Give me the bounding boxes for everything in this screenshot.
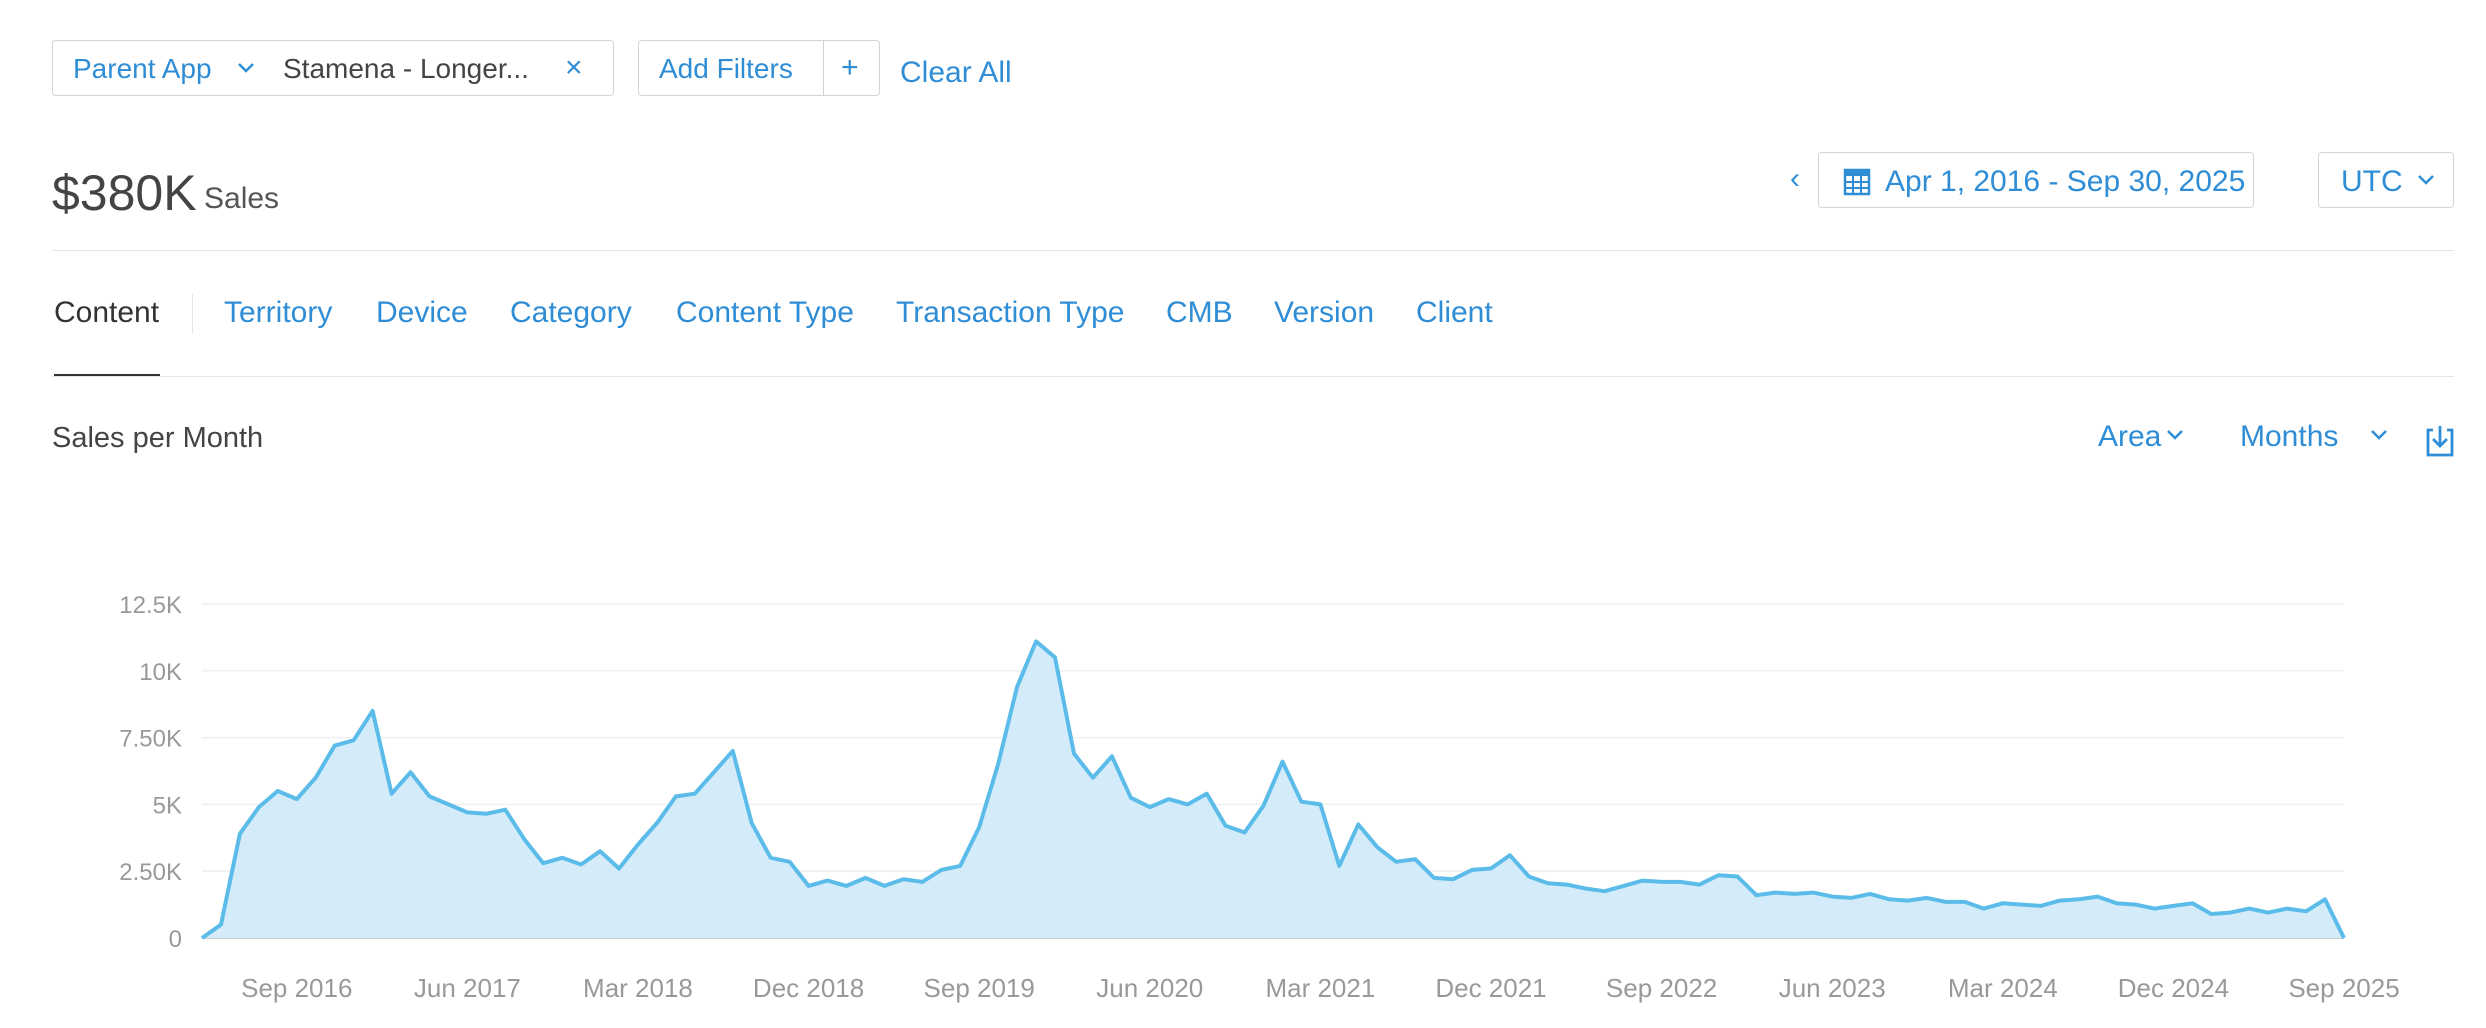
- x-tick-label: Sep 2019: [924, 973, 1035, 1003]
- x-tick-label: Mar 2024: [1948, 973, 2058, 1003]
- active-tab-indicator: [54, 374, 160, 377]
- chevron-down-icon: [2415, 165, 2437, 203]
- clear-all-link[interactable]: Clear All: [900, 56, 1012, 89]
- tab-content-type[interactable]: Content Type: [676, 296, 854, 329]
- calendar-icon: [1843, 168, 1871, 204]
- y-tick-label: 10K: [139, 659, 182, 686]
- divider: [823, 41, 824, 95]
- y-tick-label: 12.5K: [119, 592, 182, 619]
- series-line: [200, 639, 2346, 940]
- divider: [52, 250, 2454, 251]
- tab-cmb[interactable]: CMB: [1166, 296, 1233, 329]
- tab-device[interactable]: Device: [376, 296, 468, 329]
- x-tick-label: Jun 2017: [414, 973, 521, 1003]
- x-tick-label: Jun 2023: [1779, 973, 1886, 1003]
- total-sales-label: Sales: [204, 182, 280, 215]
- x-tick-label: Jun 2020: [1096, 973, 1203, 1003]
- chart-type-value: Area: [2098, 420, 2162, 453]
- parent-app-filter[interactable]: Parent App Stamena - Longer... ×: [52, 40, 614, 96]
- parent-app-filter-label[interactable]: Parent App: [73, 53, 212, 84]
- tab-client[interactable]: Client: [1416, 296, 1493, 329]
- x-tick-label: Sep 2022: [1606, 973, 1717, 1003]
- date-range-picker[interactable]: Apr 1, 2016 - Sep 30, 2025: [1818, 152, 2254, 208]
- date-range-text: Apr 1, 2016 - Sep 30, 2025: [1885, 165, 2246, 198]
- x-tick-label: Mar 2021: [1265, 973, 1375, 1003]
- tab-transaction-type[interactable]: Transaction Type: [896, 296, 1125, 329]
- tab-territory[interactable]: Territory: [224, 296, 333, 329]
- timezone-select[interactable]: UTC: [2318, 152, 2454, 208]
- x-tick-label: Sep 2016: [241, 973, 352, 1003]
- tab-content[interactable]: Content: [54, 296, 160, 329]
- y-tick-label: 5K: [153, 792, 182, 819]
- chart-title: Sales per Month: [52, 422, 264, 454]
- chevron-down-icon: [2164, 420, 2186, 458]
- divider: [192, 294, 193, 334]
- y-tick-label: 0: [169, 926, 182, 953]
- close-icon[interactable]: ×: [565, 51, 583, 84]
- y-tick-label: 2.50K: [119, 859, 182, 886]
- timezone-value: UTC: [2341, 165, 2403, 198]
- x-tick-label: Mar 2018: [583, 973, 693, 1003]
- add-filters-control: Add Filters +: [638, 40, 880, 96]
- series-area: [202, 641, 2344, 938]
- interval-value: Months: [2240, 420, 2339, 453]
- tab-category[interactable]: Category: [510, 296, 632, 329]
- interval-select[interactable]: Months: [2240, 420, 2387, 454]
- x-tick-label: Sep 2025: [2288, 973, 2399, 1003]
- divider: [52, 376, 2454, 377]
- chart-type-select[interactable]: Area: [2098, 420, 2183, 454]
- chevron-down-icon[interactable]: [235, 53, 257, 90]
- x-tick-label: Dec 2018: [753, 973, 864, 1003]
- x-tick-label: Dec 2024: [2118, 973, 2229, 1003]
- sales-area-chart: 0 2.50K 5K 7.50K 10K 12.5K Sep 2016 Jun 2017 Mar…: [119, 592, 2399, 1003]
- tab-version[interactable]: Version: [1274, 296, 1375, 329]
- add-filters-button[interactable]: Add Filters: [659, 53, 793, 84]
- total-sales-value: $380K: [52, 165, 197, 221]
- parent-app-filter-value: Stamena - Longer...: [283, 53, 529, 84]
- y-tick-label: 7.50K: [119, 726, 182, 753]
- chevron-left-icon[interactable]: ‹: [1790, 162, 1800, 195]
- x-tick-label: Dec 2021: [1435, 973, 1546, 1003]
- plus-icon[interactable]: +: [841, 51, 859, 84]
- download-icon[interactable]: [2424, 424, 2456, 463]
- chevron-down-icon: [2368, 420, 2390, 458]
